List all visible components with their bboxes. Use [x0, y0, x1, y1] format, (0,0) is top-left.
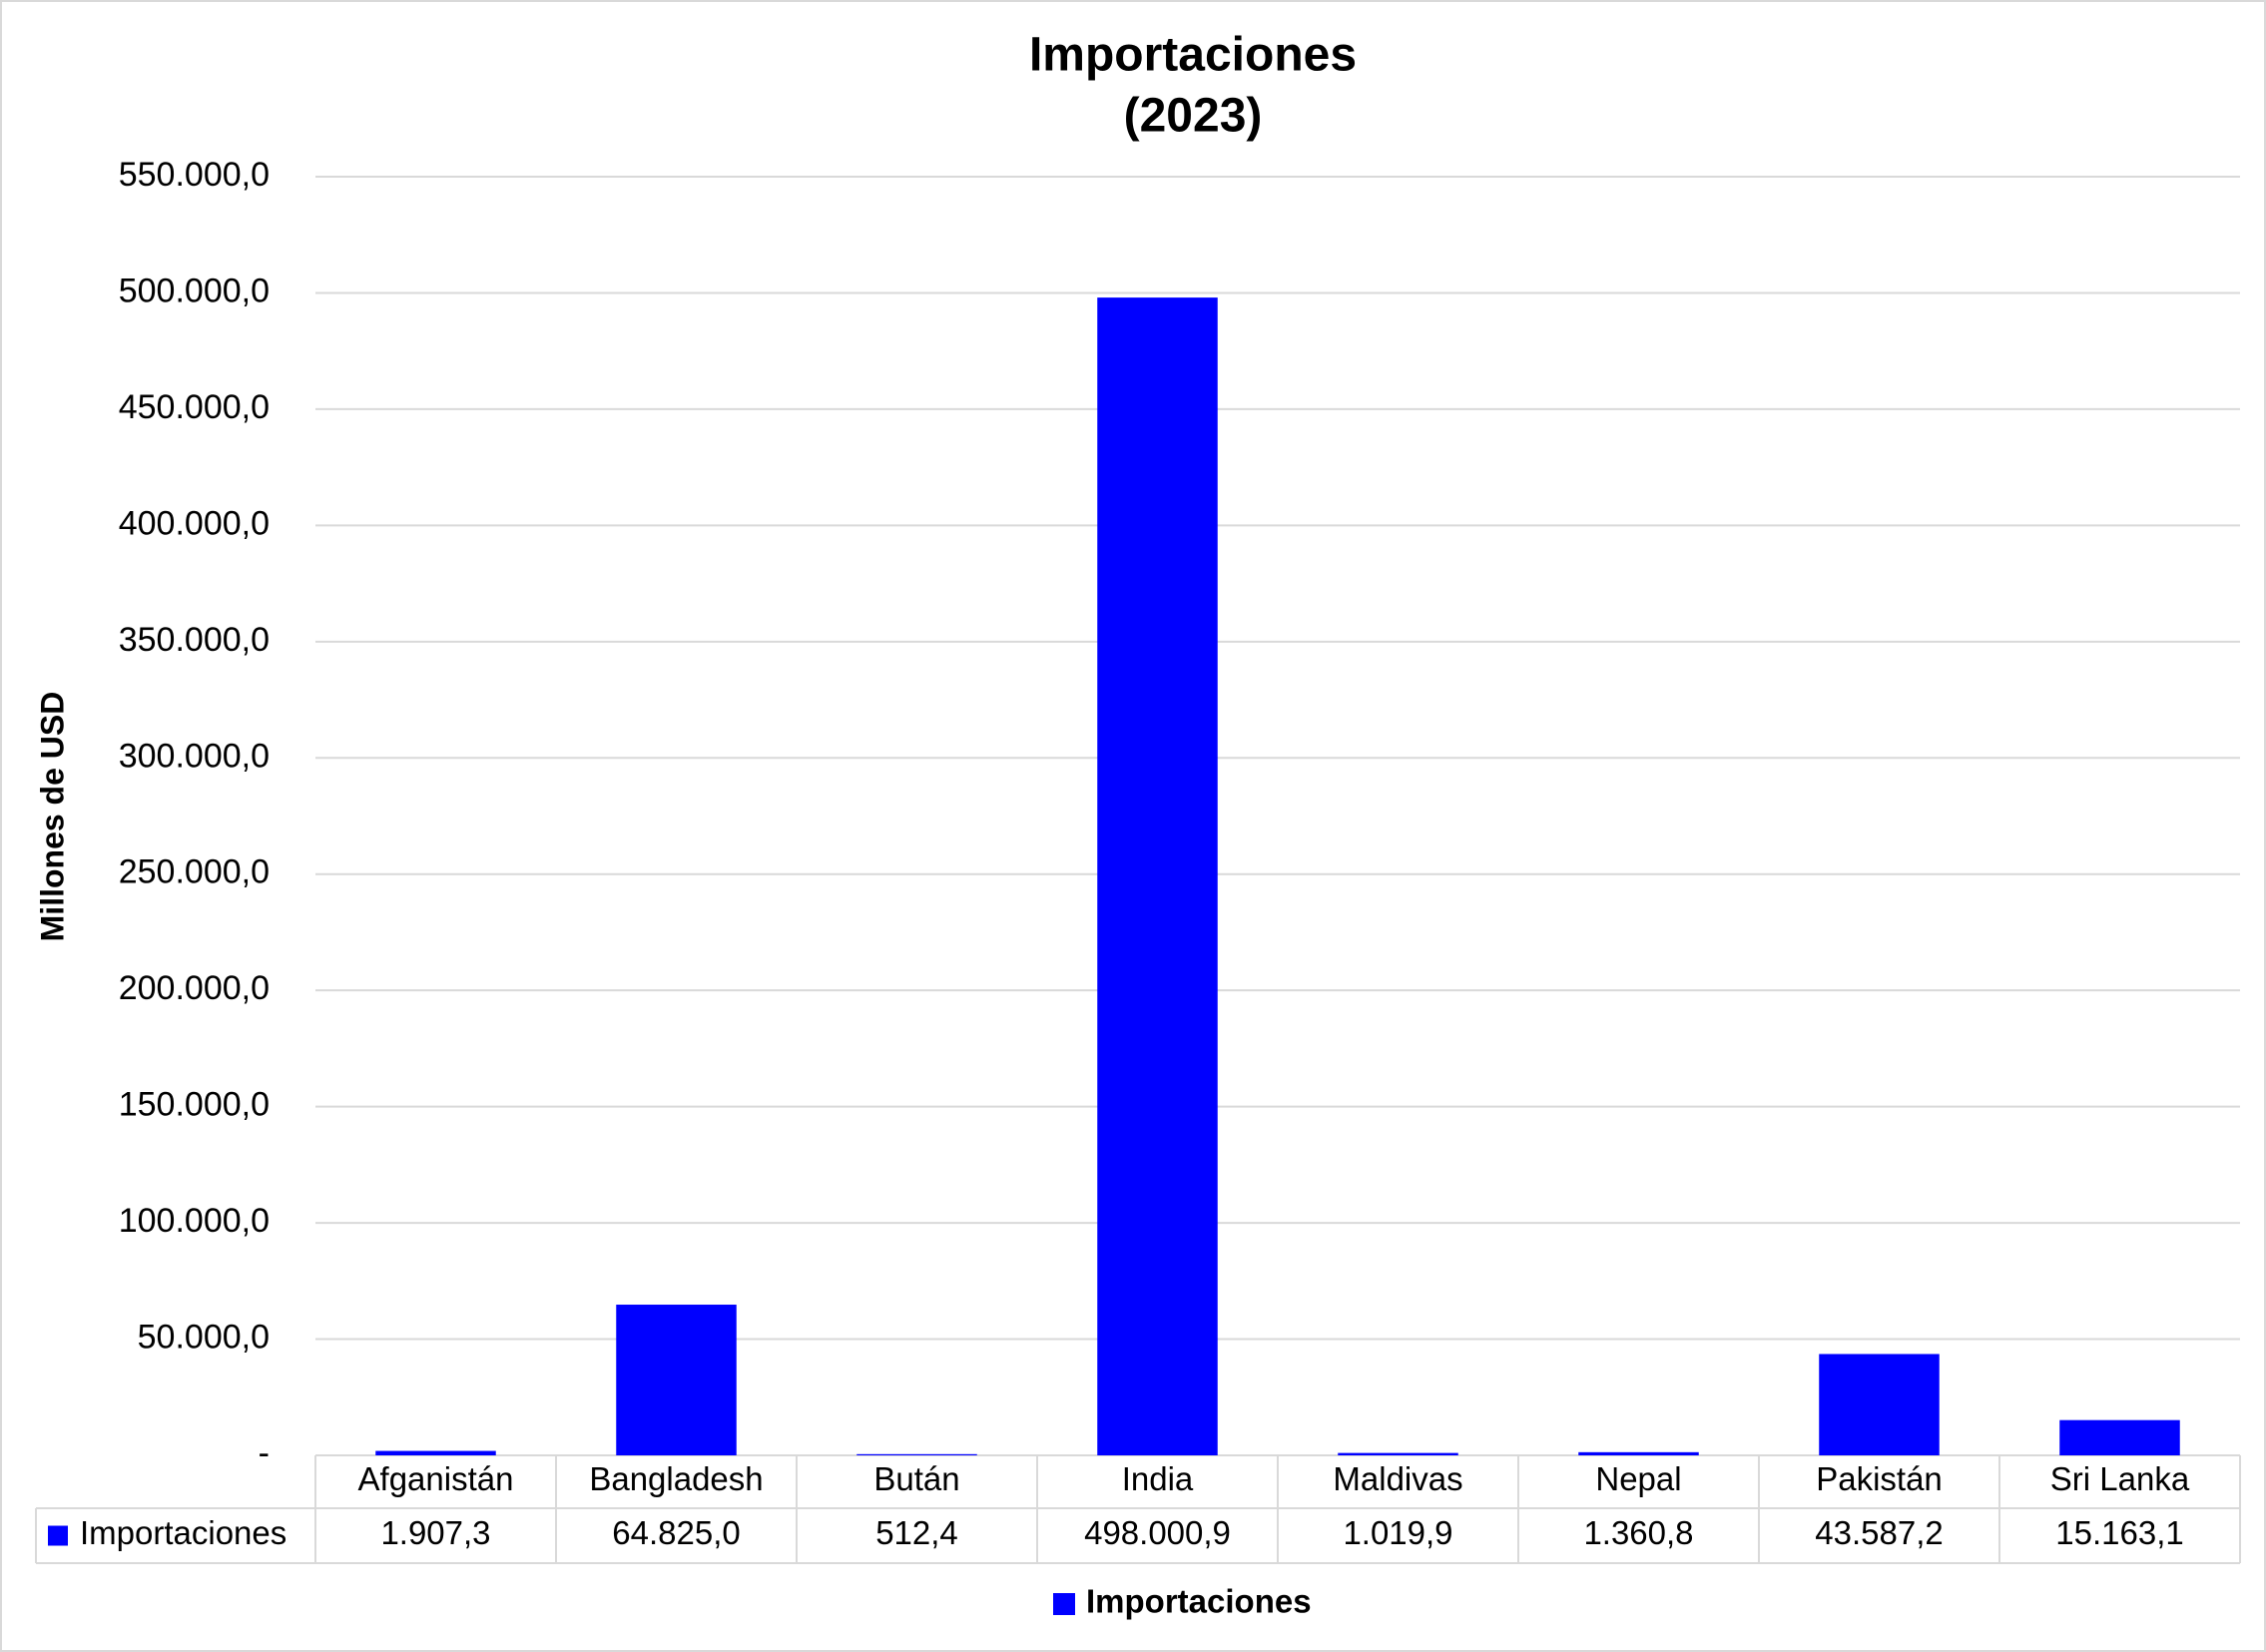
- x-tick-label: Pakistán: [1816, 1460, 1943, 1497]
- bar: [1578, 1451, 1699, 1455]
- y-tick-label: 500.000,0: [119, 272, 270, 309]
- table-row-header: Importaciones: [80, 1514, 286, 1551]
- x-tick-label: Sri Lanka: [2050, 1460, 2190, 1497]
- x-tick-label: Afganistán: [358, 1460, 514, 1497]
- x-tick-label: Bután: [873, 1460, 959, 1497]
- table-value: 43.587,2: [1815, 1514, 1943, 1551]
- y-tick-label: 400.000,0: [119, 504, 270, 542]
- y-tick-label: 350.000,0: [119, 621, 270, 659]
- x-tick-label: Nepal: [1595, 1460, 1681, 1497]
- legend-swatch: [1053, 1593, 1075, 1615]
- bar: [2059, 1419, 2180, 1455]
- y-tick-label: 100.000,0: [119, 1202, 270, 1240]
- bar: [1819, 1354, 1940, 1455]
- y-tick-label: 550.000,0: [119, 156, 270, 194]
- chart-subtitle: (2023): [1124, 90, 1263, 143]
- bar: [856, 1453, 977, 1455]
- bar: [375, 1450, 496, 1455]
- bar: [1097, 297, 1218, 1456]
- y-tick-label: 200.000,0: [119, 969, 270, 1007]
- x-tick-label: Bangladesh: [589, 1460, 763, 1497]
- chart-title: Importaciones: [1029, 29, 1357, 82]
- y-tick-label: 450.000,0: [119, 388, 270, 426]
- x-tick-label: India: [1122, 1460, 1194, 1497]
- bar: [1338, 1452, 1458, 1455]
- y-tick-label: -: [259, 1434, 270, 1472]
- y-tick-label: 300.000,0: [119, 737, 270, 775]
- table-value: 1.360,8: [1583, 1514, 1693, 1551]
- table-value: 498.000,9: [1084, 1514, 1231, 1551]
- legend-label: Importaciones: [1086, 1583, 1312, 1620]
- bar: [616, 1305, 737, 1455]
- y-tick-label: 50.000,0: [138, 1319, 270, 1357]
- table-value: 1.019,9: [1343, 1514, 1452, 1551]
- y-tick-label: 250.000,0: [119, 853, 270, 891]
- table-value: 15.163,1: [2055, 1514, 2183, 1551]
- x-tick-label: Maldivas: [1333, 1460, 1462, 1497]
- table-value: 512,4: [875, 1514, 958, 1551]
- legend-swatch: [48, 1525, 68, 1546]
- y-tick-label: 150.000,0: [119, 1086, 270, 1124]
- table-value: 64.825,0: [612, 1514, 740, 1551]
- table-value: 1.907,3: [380, 1514, 490, 1551]
- y-axis-label: Millones de USD: [34, 692, 70, 942]
